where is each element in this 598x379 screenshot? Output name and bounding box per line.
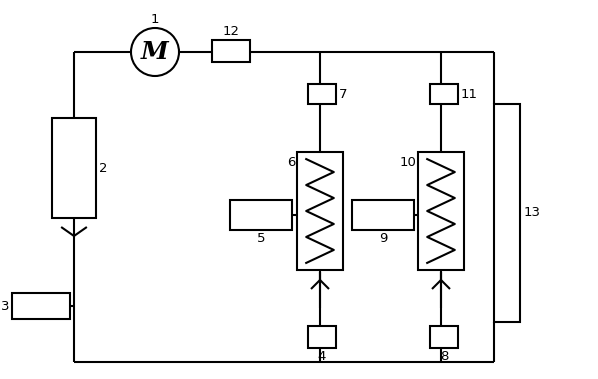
Text: 4: 4 [318, 350, 326, 363]
Text: 11: 11 [461, 88, 478, 100]
Text: 6: 6 [286, 156, 295, 169]
Text: 3: 3 [1, 299, 9, 313]
Text: M: M [141, 40, 169, 64]
Bar [12, 293, 70, 319]
Text: 7: 7 [339, 88, 347, 100]
Circle shape [131, 28, 179, 76]
Bar [494, 104, 520, 322]
Bar [430, 84, 458, 104]
Text: 12: 12 [222, 25, 240, 38]
Bar [352, 200, 414, 230]
Bar [230, 200, 292, 230]
Bar [297, 152, 343, 270]
Bar [52, 118, 96, 218]
Text: 1: 1 [151, 13, 159, 26]
Text: 9: 9 [379, 232, 387, 245]
Bar [418, 152, 464, 270]
Bar [308, 326, 336, 348]
Text: 5: 5 [257, 232, 266, 245]
Bar [308, 84, 336, 104]
Bar [430, 326, 458, 348]
Text: 13: 13 [524, 207, 541, 219]
Text: 10: 10 [399, 156, 416, 169]
Text: 2: 2 [99, 161, 108, 174]
Bar [212, 40, 250, 62]
Text: 8: 8 [440, 350, 448, 363]
